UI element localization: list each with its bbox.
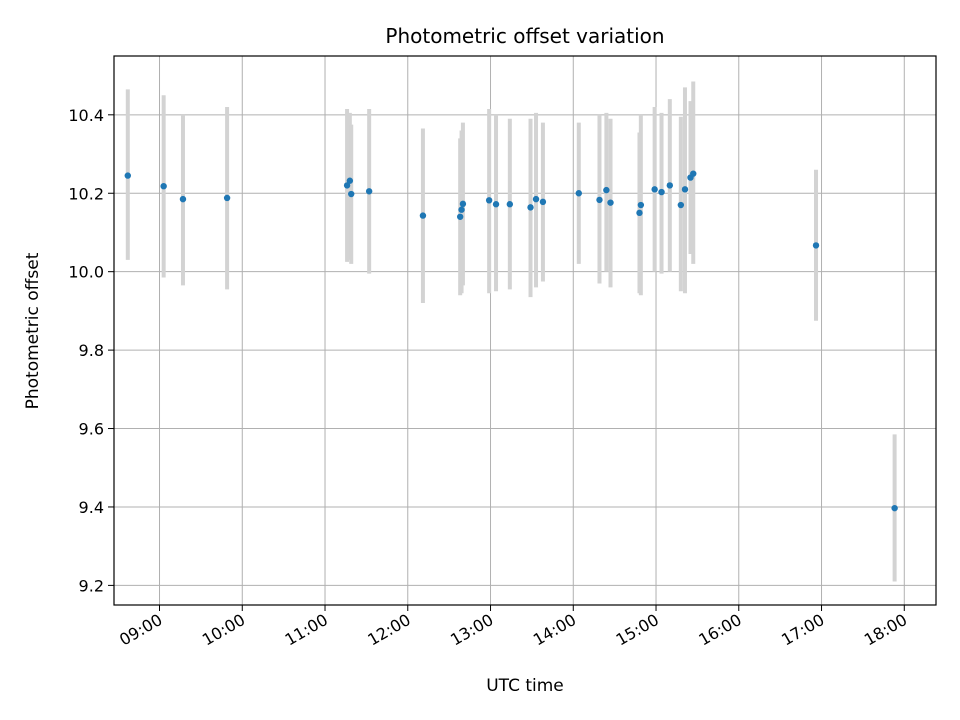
data-point bbox=[346, 177, 354, 184]
data-point bbox=[223, 194, 231, 202]
data-points bbox=[124, 170, 898, 512]
data-point bbox=[348, 190, 355, 198]
data-point bbox=[636, 209, 643, 217]
data-point bbox=[160, 182, 167, 190]
data-point bbox=[419, 212, 427, 219]
y-axis-ticks: 9.2 9.4 9.6 9.8 10.0 10.2 10.4 bbox=[68, 106, 114, 595]
data-point bbox=[812, 242, 820, 249]
data-point bbox=[681, 186, 689, 193]
data-point bbox=[596, 196, 603, 204]
y-axis-label: Photometric offset bbox=[23, 252, 43, 409]
data-point bbox=[607, 199, 614, 206]
data-point bbox=[459, 200, 467, 208]
y-tick-label: 9.2 bbox=[79, 576, 104, 595]
data-point bbox=[506, 201, 514, 208]
data-point bbox=[637, 201, 645, 209]
data-point bbox=[651, 186, 658, 193]
y-tick-label: 9.8 bbox=[79, 341, 104, 360]
data-point bbox=[532, 195, 540, 203]
data-point bbox=[365, 188, 373, 195]
data-point bbox=[891, 504, 898, 512]
data-point bbox=[343, 182, 351, 189]
data-point bbox=[124, 172, 131, 179]
x-axis-label: UTC time bbox=[486, 676, 564, 696]
data-point bbox=[456, 213, 464, 220]
data-point bbox=[666, 182, 674, 189]
data-point bbox=[575, 190, 582, 197]
data-point bbox=[527, 204, 534, 211]
plot-frame bbox=[113, 55, 937, 606]
grid-lines bbox=[114, 56, 936, 605]
data-point bbox=[658, 188, 665, 196]
data-point bbox=[539, 198, 547, 206]
data-point bbox=[179, 195, 187, 203]
data-point bbox=[485, 197, 493, 204]
y-tick-label: 10.4 bbox=[68, 106, 104, 125]
y-tick-label: 9.4 bbox=[79, 498, 104, 517]
data-point bbox=[690, 170, 697, 177]
data-point bbox=[492, 201, 500, 208]
data-point bbox=[677, 201, 685, 209]
y-tick-label: 9.6 bbox=[79, 420, 104, 439]
y-tick-label: 10.2 bbox=[68, 184, 104, 203]
data-point bbox=[458, 206, 465, 213]
data-point bbox=[603, 186, 610, 194]
chart-title: Photometric offset variation bbox=[385, 24, 664, 48]
y-tick-label: 10.0 bbox=[68, 263, 104, 282]
